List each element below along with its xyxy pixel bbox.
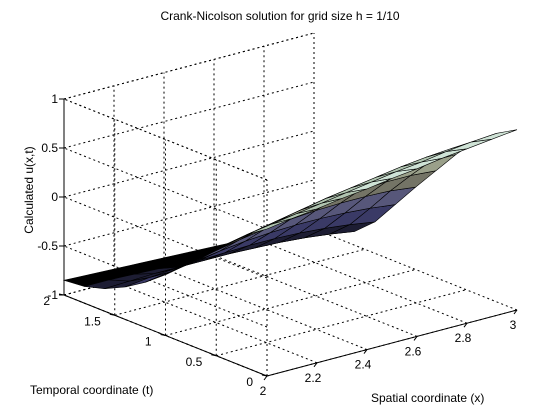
grid-line-y-floor bbox=[165, 269, 416, 336]
chart-title: Crank-Nicolson solution for grid size h … bbox=[160, 9, 399, 23]
x-tick-mark bbox=[413, 336, 418, 341]
x-tick-label: 3 bbox=[510, 318, 517, 332]
grid-line-x-floor bbox=[313, 228, 518, 311]
x-tick-mark bbox=[263, 375, 268, 381]
z-tick-label: 0.5 bbox=[41, 141, 58, 155]
y-tick-label: 1 bbox=[145, 335, 152, 349]
x-axis-line bbox=[266, 309, 518, 377]
grid-line-x-floor bbox=[263, 241, 468, 324]
grid-line-x-floor bbox=[113, 281, 318, 364]
grid-line-z-side bbox=[63, 147, 268, 230]
grid-line-y-floor bbox=[114, 248, 365, 316]
z-tick-label: -1 bbox=[47, 288, 58, 302]
grid-line-x-floor bbox=[213, 254, 418, 337]
x-axis-label: Spatial coordinate (x) bbox=[371, 391, 484, 405]
grid-line-z-back bbox=[63, 179, 315, 247]
y-tick-label: 0 bbox=[246, 375, 253, 389]
x-tick-mark bbox=[513, 309, 518, 315]
grid-line-z-back bbox=[63, 81, 315, 149]
y-tick-mark bbox=[211, 354, 217, 357]
surface-mesh bbox=[62, 129, 518, 290]
x-tick-mark bbox=[313, 362, 318, 368]
y-tick-label: 0.5 bbox=[186, 355, 203, 369]
y-tick-mark bbox=[261, 374, 268, 377]
grid-line-x-floor bbox=[163, 268, 368, 351]
x-tick-label: 2 bbox=[260, 384, 267, 398]
z-tick-label: -0.5 bbox=[37, 239, 58, 253]
y-tick-label: 1.5 bbox=[84, 314, 101, 328]
z-tick-label: 0 bbox=[51, 190, 58, 204]
z-tick-label: 1 bbox=[51, 92, 58, 106]
x-tick-label: 2.8 bbox=[455, 331, 472, 345]
grid-line-y-floor bbox=[216, 289, 467, 357]
x-tick-mark bbox=[463, 322, 468, 328]
z-axis-label: Calculated u(x,t) bbox=[22, 146, 36, 233]
y-tick-label: 2 bbox=[43, 294, 50, 308]
grid-line-z-side bbox=[63, 245, 268, 328]
y-tick-mark bbox=[160, 334, 166, 336]
y-tick-mark bbox=[109, 313, 115, 316]
grid-line-z-back bbox=[63, 130, 315, 198]
surface-patch bbox=[471, 129, 518, 143]
y-axis-label: Temporal coordinate (t) bbox=[30, 383, 153, 397]
grid-line-z-side bbox=[63, 196, 268, 279]
grid-line-z-side bbox=[63, 98, 268, 181]
grid-line-z-back bbox=[63, 32, 315, 100]
x-tick-label: 2.4 bbox=[355, 358, 372, 372]
x-tick-label: 2.2 bbox=[305, 371, 322, 385]
x-tick-label: 2.6 bbox=[405, 344, 422, 358]
x-tick-mark bbox=[363, 349, 368, 354]
